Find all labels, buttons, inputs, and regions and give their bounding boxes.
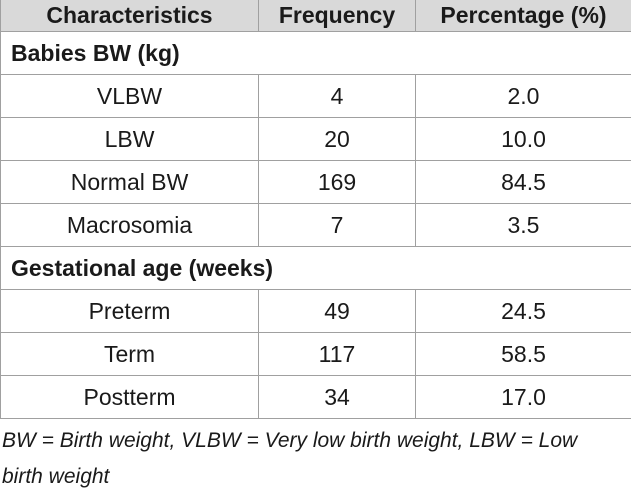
cell: LBW xyxy=(0,117,259,161)
footnote: BW = Birth weight, VLBW = Very low birth… xyxy=(2,429,578,488)
data-row: VLBW 4 2.0 xyxy=(0,74,631,118)
cell: 34 xyxy=(258,375,416,419)
data-row: Term 117 58.5 xyxy=(0,332,631,376)
header-row: Characteristics Frequency Percentage (%) xyxy=(0,0,631,32)
cell: VLBW xyxy=(0,74,259,118)
cell: 84.5 xyxy=(415,160,631,204)
data-row: Postterm 34 17.0 xyxy=(0,375,631,419)
data-table: Characteristics Frequency Percentage (%) B… xyxy=(0,0,631,419)
data-row: Normal BW 169 84.5 xyxy=(0,160,631,204)
header-cell: Percentage (%) xyxy=(415,0,631,32)
cell: Term xyxy=(0,332,259,376)
cell: 4 xyxy=(258,74,416,118)
cell: 17.0 xyxy=(415,375,631,419)
section-row: Babies BW (kg) xyxy=(0,31,631,75)
header-cell: Characteristics xyxy=(0,0,259,32)
data-row: LBW 20 10.0 xyxy=(0,117,631,161)
cell: 7 xyxy=(258,203,416,247)
cell: 2.0 xyxy=(415,74,631,118)
data-row: Preterm 49 24.5 xyxy=(0,289,631,333)
section-title: Gestational age (weeks) xyxy=(0,246,631,290)
cell: 169 xyxy=(258,160,416,204)
header-cell: Frequency xyxy=(258,0,416,32)
cell: 10.0 xyxy=(415,117,631,161)
cell: 58.5 xyxy=(415,332,631,376)
data-row: Macrosomia 7 3.5 xyxy=(0,203,631,247)
cell: Macrosomia xyxy=(0,203,259,247)
section-title: Babies BW (kg) xyxy=(0,31,631,75)
cell: 49 xyxy=(258,289,416,333)
cell: Preterm xyxy=(0,289,259,333)
cell: 3.5 xyxy=(415,203,631,247)
section-row: Gestational age (weeks) xyxy=(0,246,631,290)
cell: 24.5 xyxy=(415,289,631,333)
cell: 117 xyxy=(258,332,416,376)
table-body: Babies BW (kg) VLBW 4 2.0 LBW 20 10.0 Normal BW… xyxy=(0,31,631,419)
cell: Normal BW xyxy=(0,160,259,204)
cell: 20 xyxy=(258,117,416,161)
cell: Postterm xyxy=(0,375,259,419)
